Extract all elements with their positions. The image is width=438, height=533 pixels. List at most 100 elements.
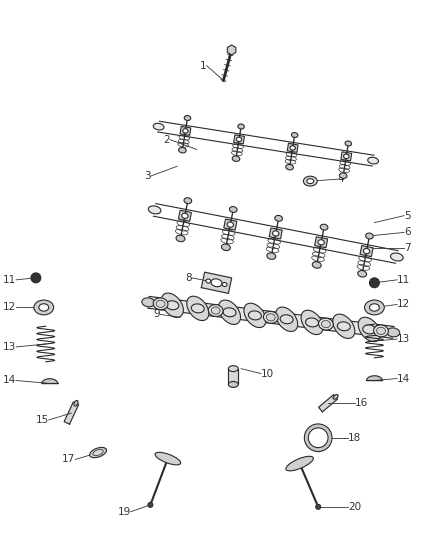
Ellipse shape bbox=[290, 146, 295, 150]
Text: 17: 17 bbox=[62, 455, 75, 464]
Ellipse shape bbox=[179, 148, 186, 153]
Ellipse shape bbox=[291, 133, 298, 138]
Text: 14: 14 bbox=[397, 374, 410, 384]
Text: 12: 12 bbox=[397, 300, 410, 310]
Ellipse shape bbox=[228, 366, 238, 372]
Circle shape bbox=[148, 503, 153, 507]
Text: 3: 3 bbox=[144, 171, 150, 181]
Ellipse shape bbox=[211, 279, 222, 287]
Ellipse shape bbox=[275, 215, 283, 221]
Ellipse shape bbox=[155, 453, 180, 465]
Ellipse shape bbox=[364, 248, 370, 254]
Ellipse shape bbox=[377, 327, 385, 334]
Ellipse shape bbox=[39, 304, 49, 311]
Text: 9: 9 bbox=[154, 309, 160, 319]
Ellipse shape bbox=[374, 325, 389, 337]
Ellipse shape bbox=[267, 253, 276, 260]
Polygon shape bbox=[360, 246, 373, 256]
Polygon shape bbox=[233, 135, 244, 144]
Text: 10: 10 bbox=[261, 369, 274, 378]
Polygon shape bbox=[318, 394, 338, 412]
Ellipse shape bbox=[345, 141, 352, 146]
Ellipse shape bbox=[276, 307, 298, 332]
Ellipse shape bbox=[222, 244, 230, 251]
Polygon shape bbox=[64, 402, 79, 424]
Ellipse shape bbox=[307, 179, 314, 183]
Circle shape bbox=[304, 424, 332, 451]
Ellipse shape bbox=[339, 173, 347, 179]
Text: 11: 11 bbox=[397, 275, 410, 285]
Ellipse shape bbox=[211, 307, 220, 314]
Ellipse shape bbox=[272, 231, 279, 236]
Text: 13: 13 bbox=[3, 342, 16, 352]
Ellipse shape bbox=[318, 240, 324, 245]
Polygon shape bbox=[178, 211, 191, 221]
Ellipse shape bbox=[230, 207, 237, 213]
Ellipse shape bbox=[166, 301, 179, 310]
Ellipse shape bbox=[184, 116, 191, 120]
Text: 1: 1 bbox=[200, 61, 207, 71]
Polygon shape bbox=[180, 126, 191, 135]
Ellipse shape bbox=[391, 253, 403, 261]
Ellipse shape bbox=[301, 310, 323, 335]
Polygon shape bbox=[341, 152, 352, 161]
Ellipse shape bbox=[266, 314, 275, 321]
Ellipse shape bbox=[237, 137, 242, 142]
Ellipse shape bbox=[206, 279, 211, 283]
Ellipse shape bbox=[148, 206, 161, 214]
Ellipse shape bbox=[370, 304, 379, 311]
Ellipse shape bbox=[337, 322, 350, 331]
Text: 19: 19 bbox=[117, 507, 131, 517]
Ellipse shape bbox=[208, 305, 223, 317]
Ellipse shape bbox=[304, 176, 317, 186]
Ellipse shape bbox=[191, 304, 204, 313]
Ellipse shape bbox=[90, 447, 106, 458]
Ellipse shape bbox=[238, 124, 244, 129]
Ellipse shape bbox=[286, 164, 293, 170]
Polygon shape bbox=[228, 369, 238, 384]
Ellipse shape bbox=[364, 300, 384, 315]
Text: 6: 6 bbox=[404, 228, 411, 237]
Text: 2: 2 bbox=[163, 135, 170, 144]
Ellipse shape bbox=[366, 233, 373, 239]
Polygon shape bbox=[297, 464, 304, 467]
Text: 15: 15 bbox=[35, 415, 49, 425]
Ellipse shape bbox=[248, 311, 261, 320]
Polygon shape bbox=[269, 228, 282, 239]
Ellipse shape bbox=[363, 325, 376, 334]
Ellipse shape bbox=[142, 298, 155, 307]
Polygon shape bbox=[224, 219, 237, 230]
Ellipse shape bbox=[333, 394, 338, 399]
Ellipse shape bbox=[321, 320, 330, 328]
Polygon shape bbox=[227, 45, 236, 55]
Ellipse shape bbox=[156, 300, 165, 308]
Ellipse shape bbox=[153, 123, 164, 130]
Ellipse shape bbox=[184, 198, 192, 204]
Ellipse shape bbox=[153, 298, 168, 310]
Ellipse shape bbox=[320, 224, 328, 230]
Text: 8: 8 bbox=[185, 273, 192, 283]
Ellipse shape bbox=[183, 128, 188, 133]
Ellipse shape bbox=[358, 317, 380, 342]
Ellipse shape bbox=[223, 308, 236, 317]
Ellipse shape bbox=[222, 282, 227, 287]
Text: 12: 12 bbox=[3, 302, 16, 312]
Ellipse shape bbox=[176, 235, 185, 241]
Text: 13: 13 bbox=[397, 334, 410, 344]
Polygon shape bbox=[148, 296, 394, 338]
Ellipse shape bbox=[358, 271, 367, 277]
Text: 5: 5 bbox=[404, 211, 411, 221]
Ellipse shape bbox=[74, 400, 78, 406]
Polygon shape bbox=[201, 272, 232, 293]
Ellipse shape bbox=[244, 303, 266, 328]
Circle shape bbox=[308, 428, 328, 448]
Polygon shape bbox=[163, 459, 171, 462]
Circle shape bbox=[370, 278, 379, 288]
Ellipse shape bbox=[93, 449, 103, 456]
Ellipse shape bbox=[333, 314, 355, 338]
Ellipse shape bbox=[306, 318, 318, 327]
Text: 14: 14 bbox=[3, 376, 16, 385]
Ellipse shape bbox=[263, 311, 278, 324]
Ellipse shape bbox=[280, 315, 293, 324]
Ellipse shape bbox=[343, 154, 349, 158]
